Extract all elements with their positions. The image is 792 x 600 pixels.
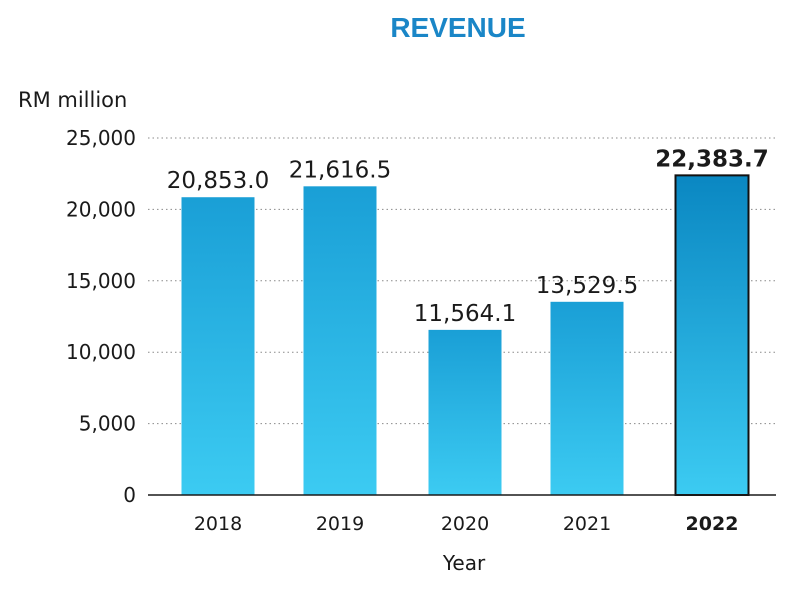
value-label-2022: 22,383.7 [655,146,769,172]
y-axis-unit-label: RM million [18,88,127,112]
bar-2019 [303,186,377,495]
bar-2022 [674,174,750,496]
x-tick-label-2019: 2019 [316,513,364,535]
value-label-2018: 20,853.0 [167,168,269,194]
y-tick-label: 20,000 [66,197,136,221]
x-axis-ticks: 2018 2019 2020 2021 2022 [194,513,739,535]
y-axis-ticks: 0 5,000 10,000 15,000 20,000 25,000 [66,126,136,507]
y-tick-label: 10,000 [66,340,136,364]
x-axis-label: Year [442,551,486,575]
value-label-2019: 21,616.5 [289,157,391,183]
bars [181,174,750,496]
y-tick-label: 5,000 [79,412,136,436]
value-label-2020: 11,564.1 [414,301,516,327]
y-tick-label: 15,000 [66,269,136,293]
value-labels: 20,853.0 21,616.5 11,564.1 13,529.5 22,383.7 [167,146,769,327]
value-label-2021: 13,529.5 [536,273,638,299]
y-tick-label: 25,000 [66,126,136,150]
bar-2018 [181,197,255,495]
x-tick-label-2018: 2018 [194,513,242,535]
x-tick-label-2020: 2020 [441,513,489,535]
x-tick-label-2022: 2022 [686,513,739,535]
x-tick-label-2021: 2021 [563,513,611,535]
y-tick-label: 0 [123,483,136,507]
bar-2020 [428,329,502,495]
chart-title: REVENUE [390,12,525,43]
bar-2021 [550,301,624,495]
